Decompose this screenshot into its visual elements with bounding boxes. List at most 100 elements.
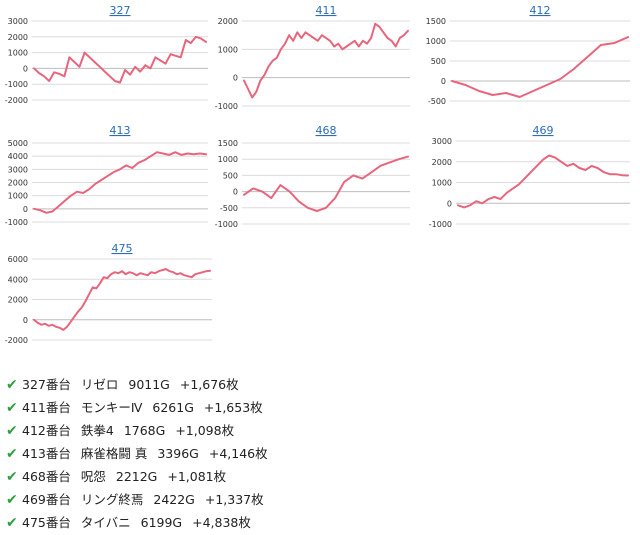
- y-tick-label: 2000: [8, 179, 28, 188]
- y-tick-label: -500: [428, 97, 446, 106]
- y-tick-label: 500: [223, 171, 238, 180]
- summary-machine: 412番台: [22, 423, 71, 438]
- y-tick-label: 3000: [8, 165, 28, 174]
- summary-games: 6199G: [140, 515, 183, 530]
- summary-result: +4,838枚: [192, 515, 251, 530]
- series-line: [33, 35, 207, 84]
- y-tick-label: 6000: [8, 255, 28, 264]
- y-tick-label: -2000: [5, 336, 28, 345]
- series-line: [33, 151, 207, 214]
- summary-machine: 468番台: [22, 469, 71, 484]
- y-tick-label: 3000: [8, 17, 28, 26]
- summary-result: +1,337枚: [204, 492, 264, 507]
- summary-machine: 411番台: [22, 400, 71, 415]
- checkmark-icon: ✔: [6, 400, 18, 416]
- summary-machine: 475番台: [22, 515, 71, 530]
- summary-row: ✔ 469番台 リング終焉 2422G +1,337枚: [6, 488, 626, 511]
- y-tick-label: 2000: [218, 17, 238, 26]
- checkmark-icon: ✔: [6, 377, 18, 393]
- summary-name: リゼロ: [80, 377, 119, 392]
- chart-title-link[interactable]: 413: [110, 124, 131, 137]
- y-tick-label: -1000: [215, 102, 238, 111]
- y-tick-label: 3000: [432, 137, 452, 146]
- y-tick-label: -1000: [429, 220, 452, 229]
- summary-list: ✔ 327番台 リゼロ 9011G +1,676枚 ✔ 411番台 モンキーⅣ 6261G +1,…: [6, 373, 626, 534]
- summary-games: 6261G: [152, 400, 194, 415]
- y-tick-label: -1000: [5, 80, 28, 89]
- chart-panel-469: 469 3000 2000 1000 0 -1000: [429, 124, 630, 229]
- summary-result: +1,676枚: [179, 377, 239, 392]
- chart-title-link[interactable]: 412: [530, 4, 551, 17]
- y-tick-label: 2000: [432, 158, 452, 167]
- summary-row: ✔ 412番台 鉄拳4 1768G +1,098枚: [6, 419, 626, 442]
- summary-games: 2422G: [153, 492, 195, 507]
- y-tick-label: 1500: [426, 17, 446, 26]
- y-tick-label: 1000: [426, 37, 446, 46]
- chart-title-link[interactable]: 469: [533, 124, 554, 137]
- y-tick-label: 0: [23, 316, 28, 325]
- summary-name: リング終焉: [80, 492, 144, 507]
- y-tick-label: -1000: [5, 218, 28, 227]
- summary-result: +1,098枚: [175, 423, 235, 438]
- y-tick-label: 1000: [432, 179, 452, 188]
- summary-name: 呪怨: [80, 469, 106, 484]
- summary-machine: 413番台: [22, 446, 71, 461]
- y-tick-label: 500: [431, 57, 446, 66]
- chart-panel-468: 468 1500 1000 500 0 -500 -1000: [215, 124, 410, 229]
- summary-name: 麻雀格闘 真: [80, 446, 148, 461]
- chart-title-link[interactable]: 411: [316, 4, 337, 17]
- y-tick-label: 4000: [8, 275, 28, 284]
- checkmark-icon: ✔: [6, 515, 18, 531]
- chart-panel-327: 327 3000 2000 1000 0 -1000 -2000: [5, 4, 208, 105]
- y-tick-label: 0: [447, 199, 452, 208]
- summary-row: ✔ 468番台 呪怨 2212G +1,081枚: [6, 465, 626, 488]
- y-tick-label: 0: [23, 205, 28, 214]
- y-tick-label: 4000: [8, 152, 28, 161]
- summary-name: 鉄拳4: [80, 423, 114, 438]
- summary-row: ✔ 475番台 タイバニ 6199G +4,838枚: [6, 511, 626, 534]
- summary-games: 1768G: [123, 423, 166, 438]
- y-tick-label: 0: [233, 74, 238, 83]
- series-line: [451, 36, 629, 98]
- y-tick-label: 5000: [8, 139, 28, 148]
- charts-area: 327 3000 2000 1000 0 -1000 -2000 411 2000 1000 0 -1…: [5, 4, 630, 345]
- summary-result: +4,146枚: [208, 446, 268, 461]
- summary-result: +1,081枚: [167, 469, 227, 484]
- chart-panel-412: 412 1500 1000 500 0 -500: [426, 4, 630, 106]
- checkmark-icon: ✔: [6, 492, 18, 508]
- checkmark-icon: ✔: [6, 469, 18, 485]
- summary-row: ✔ 327番台 リゼロ 9011G +1,676枚: [6, 373, 626, 396]
- checkmark-icon: ✔: [6, 423, 18, 439]
- chart-title-link[interactable]: 327: [110, 4, 131, 17]
- series-line: [457, 154, 629, 209]
- y-tick-label: -500: [220, 204, 238, 213]
- y-tick-label: 1000: [8, 192, 28, 201]
- y-tick-label: -1000: [215, 220, 238, 229]
- summary-games: 9011G: [128, 377, 170, 392]
- series-line: [243, 22, 409, 99]
- y-tick-label: 2000: [8, 33, 28, 42]
- checkmark-icon: ✔: [6, 446, 18, 462]
- summary-row: ✔ 413番台 麻雀格闘 真 3396G +4,146枚: [6, 442, 626, 465]
- chart-title-link[interactable]: 475: [112, 242, 133, 255]
- y-tick-label: 1000: [218, 45, 238, 54]
- chart-panel-411: 411 2000 1000 0 -1000: [215, 4, 410, 111]
- summary-result: +1,653枚: [203, 400, 263, 415]
- chart-panel-413: 413 5000 4000 3000 2000 1000 0 -1000: [5, 124, 208, 227]
- y-tick-label: 0: [441, 77, 446, 86]
- summary-row: ✔ 411番台 モンキーⅣ 6261G +1,653枚: [6, 396, 626, 419]
- y-tick-label: -2000: [5, 96, 28, 105]
- series-line: [243, 155, 409, 212]
- y-tick-label: 0: [233, 188, 238, 197]
- summary-games: 2212G: [115, 469, 158, 484]
- summary-machine: 469番台: [22, 492, 71, 507]
- y-tick-label: 1500: [218, 139, 238, 148]
- summary-machine: 327番台: [22, 377, 71, 392]
- chart-panel-475: 475 6000 4000 2000 0 -2000: [5, 242, 212, 345]
- y-tick-label: 2000: [8, 296, 28, 305]
- chart-title-link[interactable]: 468: [316, 124, 337, 137]
- y-tick-label: 1000: [218, 155, 238, 164]
- summary-games: 3396G: [157, 446, 199, 461]
- series-line: [33, 268, 211, 331]
- summary-name: タイバニ: [80, 515, 131, 530]
